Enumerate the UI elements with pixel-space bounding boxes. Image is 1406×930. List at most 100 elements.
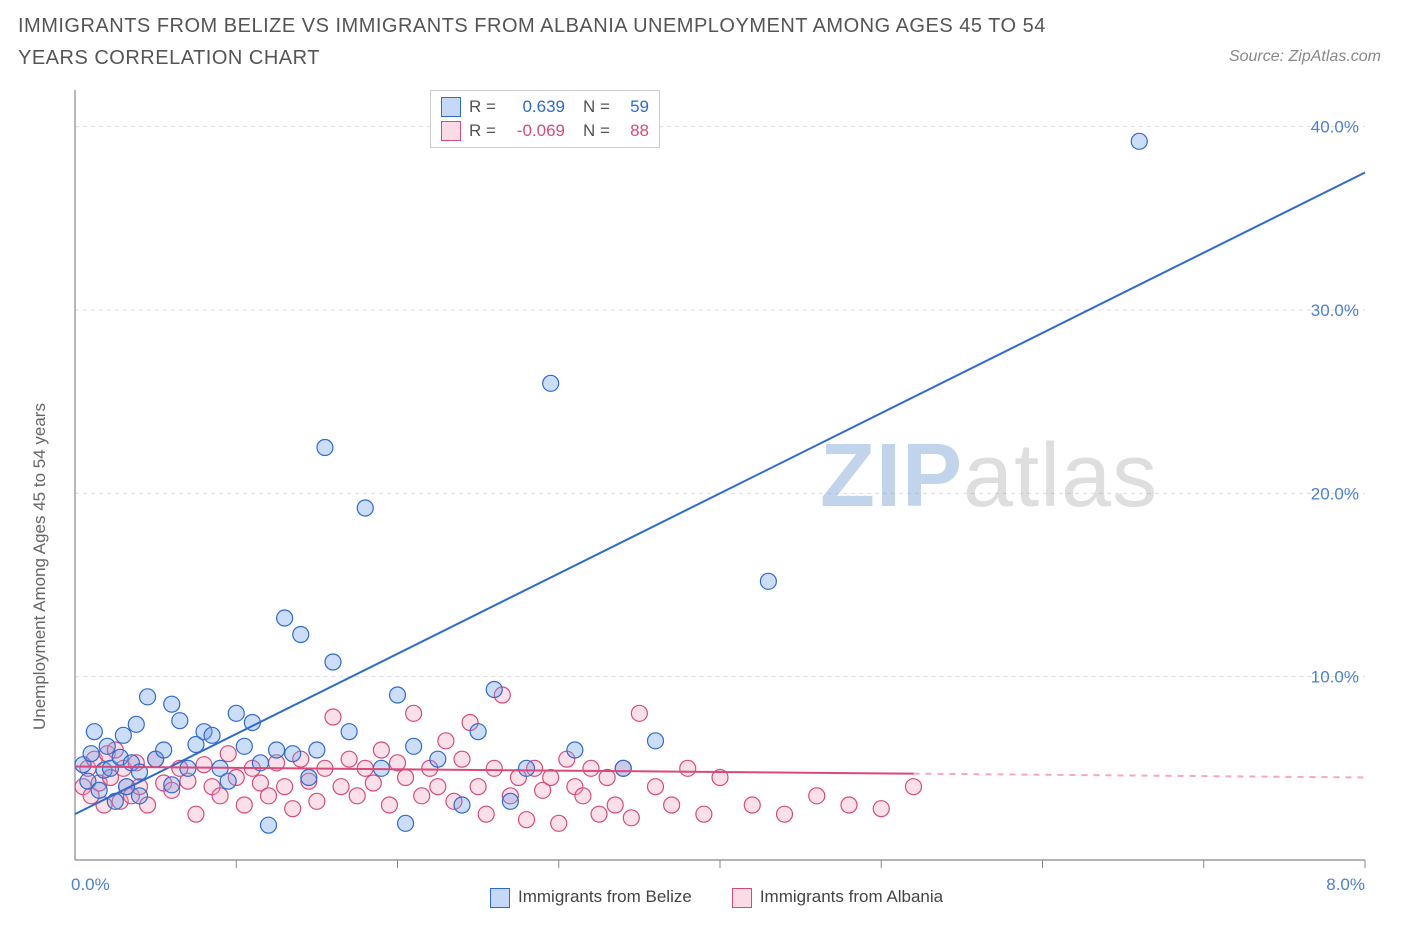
- data-point: [285, 801, 301, 817]
- data-point: [236, 738, 252, 754]
- data-point: [164, 777, 180, 793]
- data-point: [809, 788, 825, 804]
- data-point: [277, 610, 293, 626]
- data-point: [164, 696, 180, 712]
- data-point: [591, 806, 607, 822]
- data-point: [648, 779, 664, 795]
- data-point: [172, 713, 188, 729]
- stats-N-value: 88: [619, 119, 649, 143]
- data-point: [478, 806, 494, 822]
- data-point: [906, 779, 922, 795]
- data-point: [873, 801, 889, 817]
- data-point: [107, 793, 123, 809]
- data-point: [99, 738, 115, 754]
- data-point: [341, 724, 357, 740]
- legend-item: Immigrants from Belize: [490, 887, 692, 908]
- data-point: [567, 742, 583, 758]
- data-point: [277, 779, 293, 795]
- legend-swatch: [441, 97, 461, 117]
- y-axis-label: Unemployment Among Ages 45 to 54 years: [30, 403, 50, 730]
- data-point: [470, 724, 486, 740]
- legend: Immigrants from Belize Immigrants from Al…: [490, 887, 943, 908]
- data-point: [430, 751, 446, 767]
- data-point: [220, 773, 236, 789]
- data-point: [1131, 133, 1147, 149]
- data-point: [236, 797, 252, 813]
- data-point: [309, 793, 325, 809]
- legend-item: Immigrants from Albania: [732, 887, 943, 908]
- stats-N-label: N =: [583, 95, 611, 119]
- data-point: [309, 742, 325, 758]
- data-point: [406, 705, 422, 721]
- data-point: [543, 375, 559, 391]
- data-point: [390, 687, 406, 703]
- data-point: [381, 797, 397, 813]
- data-point: [430, 779, 446, 795]
- data-point: [357, 500, 373, 516]
- stats-box: R = 0.639 N = 59R = -0.069 N = 88: [430, 90, 660, 148]
- data-point: [486, 760, 502, 776]
- data-point: [575, 788, 591, 804]
- data-point: [83, 746, 99, 762]
- data-point: [325, 654, 341, 670]
- data-point: [204, 727, 220, 743]
- data-point: [543, 770, 559, 786]
- stats-N-label: N =: [583, 119, 611, 143]
- data-point: [86, 724, 102, 740]
- legend-label: Immigrants from Albania: [760, 887, 943, 906]
- data-point: [454, 751, 470, 767]
- data-point: [261, 817, 277, 833]
- data-point: [744, 797, 760, 813]
- data-point: [196, 757, 212, 773]
- data-point: [777, 806, 793, 822]
- legend-swatch: [441, 121, 461, 141]
- data-point: [115, 727, 131, 743]
- data-point: [220, 746, 236, 762]
- stats-R-value: -0.069: [505, 119, 565, 143]
- data-point: [188, 806, 204, 822]
- y-tick-label: 10.0%: [1311, 668, 1359, 687]
- data-point: [333, 779, 349, 795]
- data-point: [398, 770, 414, 786]
- data-point: [156, 742, 172, 758]
- data-point: [551, 815, 567, 831]
- data-point: [128, 716, 144, 732]
- data-point: [519, 760, 535, 776]
- chart-title: IMMIGRANTS FROM BELIZE VS IMMIGRANTS FRO…: [18, 10, 1118, 74]
- data-point: [664, 797, 680, 813]
- data-point: [398, 815, 414, 831]
- data-point: [648, 733, 664, 749]
- data-point: [680, 760, 696, 776]
- data-point: [285, 746, 301, 762]
- trend-line-ext: [914, 774, 1366, 778]
- data-point: [269, 742, 285, 758]
- y-tick-label: 40.0%: [1311, 118, 1359, 137]
- data-point: [454, 797, 470, 813]
- legend-swatch: [490, 888, 510, 908]
- stats-row: R =-0.069N =88: [441, 119, 649, 143]
- data-point: [631, 705, 647, 721]
- data-point: [325, 709, 341, 725]
- data-point: [140, 689, 156, 705]
- data-point: [341, 751, 357, 767]
- data-point: [212, 788, 228, 804]
- data-point: [301, 770, 317, 786]
- stats-R-label: R =: [469, 95, 497, 119]
- data-point: [486, 682, 502, 698]
- y-tick-label: 30.0%: [1311, 301, 1359, 320]
- data-point: [615, 760, 631, 776]
- data-point: [317, 440, 333, 456]
- data-point: [470, 779, 486, 795]
- data-point: [91, 782, 107, 798]
- stats-R-value: 0.639: [505, 95, 565, 119]
- data-point: [438, 733, 454, 749]
- source-label: Source: ZipAtlas.com: [1229, 48, 1381, 66]
- data-point: [132, 788, 148, 804]
- data-point: [293, 627, 309, 643]
- data-point: [261, 788, 277, 804]
- stats-N-value: 59: [619, 95, 649, 119]
- stats-row: R = 0.639 N = 59: [441, 95, 649, 119]
- x-tick-label-right: 8.0%: [1326, 875, 1365, 894]
- legend-swatch: [732, 888, 752, 908]
- data-point: [414, 788, 430, 804]
